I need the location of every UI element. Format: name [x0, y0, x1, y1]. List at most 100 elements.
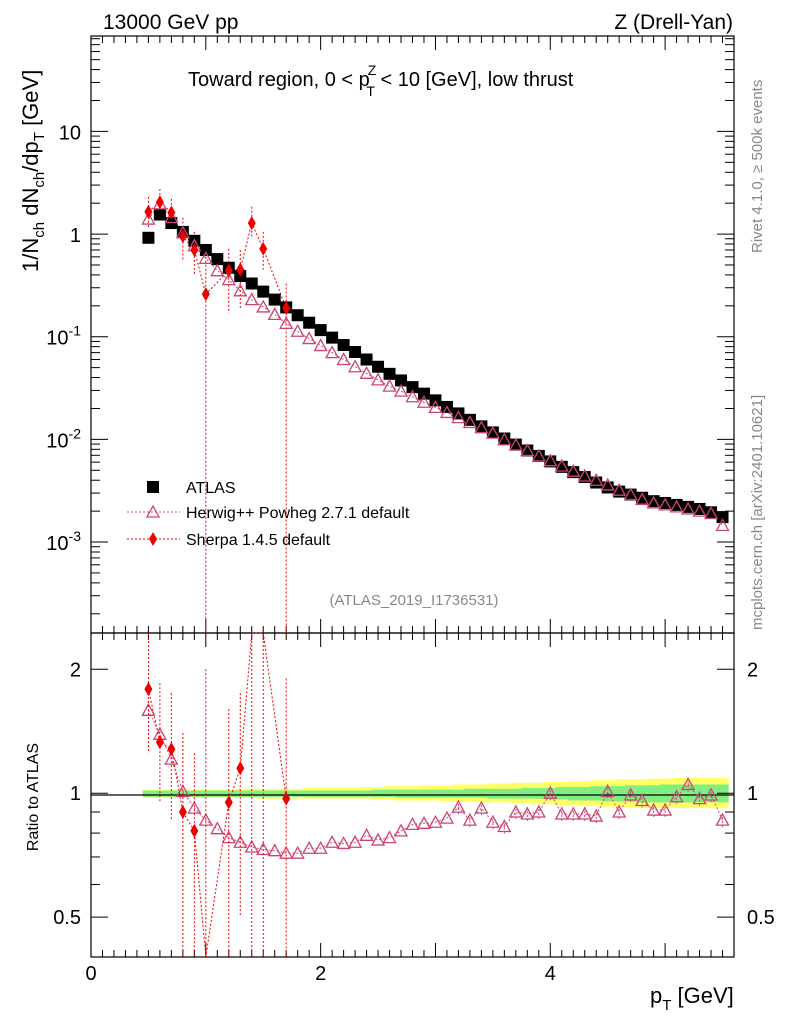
herwig-point — [233, 283, 248, 297]
ratio-herwig-point — [405, 817, 420, 831]
legend: ATLAS Herwig++ Powheg 2.7.1 default Sher… — [127, 480, 410, 549]
y-label-d: [GeV] — [18, 70, 43, 132]
herwig-point — [221, 272, 236, 286]
atlas-point — [153, 208, 166, 221]
ratio-tick-label-right: 2 — [747, 659, 758, 681]
atlas-point — [532, 449, 545, 462]
herwig-point — [313, 338, 328, 352]
atlas-point — [498, 432, 511, 445]
atlas-point — [349, 345, 362, 358]
atlas-point — [624, 488, 637, 501]
ratio-tick-label-right: 0.5 — [747, 907, 775, 929]
ratio-herwig-point — [474, 800, 489, 814]
y-tick-label: 1 — [70, 225, 81, 247]
atlas-point — [659, 497, 672, 510]
atlas-point — [417, 387, 430, 400]
herwig-point — [405, 389, 420, 403]
herwig-point — [462, 415, 478, 429]
plot-title-prefix: Toward region, 0 < p — [188, 69, 370, 91]
herwig-point — [612, 482, 627, 496]
herwig-point — [325, 345, 340, 359]
header-right: Z (Drell-Yan) — [614, 11, 733, 34]
ratio-herwig-point — [428, 814, 443, 828]
atlas-point — [326, 331, 339, 344]
herwig-point — [198, 250, 213, 265]
herwig-point — [347, 359, 363, 373]
sherpa-point — [224, 263, 233, 278]
sherpa-point — [247, 216, 256, 231]
atlas-point — [383, 367, 396, 380]
herwig-point — [497, 432, 512, 446]
ratio-herwig-point — [623, 787, 638, 801]
main-plot-data — [141, 188, 730, 633]
analysis-watermark: (ATLAS_2019_I1736531) — [329, 592, 498, 609]
ratio-sherpa-point — [224, 795, 233, 810]
band-inner-segment — [154, 790, 167, 797]
band-inner-segment — [291, 790, 304, 797]
atlas-point — [268, 293, 281, 306]
atlas-point — [544, 455, 557, 468]
herwig-point — [485, 425, 500, 439]
atlas-point — [521, 444, 534, 457]
atlas-point — [578, 471, 591, 484]
ratio-herwig-point — [279, 845, 294, 859]
ratio-herwig-point — [325, 834, 340, 848]
herwig-point — [692, 503, 707, 517]
band-inner-segment — [441, 789, 454, 798]
herwig-point — [577, 468, 592, 482]
ratio-herwig-point — [370, 832, 386, 846]
herwig-point — [359, 365, 374, 379]
herwig-point — [141, 211, 156, 225]
ratio-herwig-point — [680, 777, 696, 791]
ratio-herwig-point — [233, 834, 248, 848]
herwig-point — [646, 495, 661, 509]
band-inner-segment — [142, 790, 155, 797]
herwig-point — [531, 448, 546, 462]
herwig-point — [508, 437, 523, 451]
sherpa-point — [155, 195, 164, 210]
band-inner-segment — [578, 787, 591, 801]
atlas-point — [337, 339, 350, 352]
atlas-point — [452, 407, 465, 420]
band-inner-segment — [556, 787, 568, 800]
herwig-point — [336, 352, 351, 366]
sherpa-point — [259, 241, 268, 256]
ratio-herwig-point — [566, 806, 581, 820]
y-label-b-sub: ch — [31, 172, 48, 188]
herwig-point — [416, 394, 432, 408]
atlas-point — [360, 353, 373, 366]
herwig-point — [554, 458, 569, 472]
herwig-point — [428, 400, 443, 414]
ratio-herwig-point — [198, 812, 213, 826]
legend-marker-sherpa — [149, 532, 157, 546]
herwig-point — [600, 477, 615, 491]
y-label-c: /dp — [18, 141, 43, 172]
ratio-herwig-point — [531, 804, 546, 818]
ratio-herwig-point — [669, 789, 684, 803]
atlas-point — [211, 253, 224, 266]
herwig-point — [279, 315, 294, 329]
ratio-herwig-point — [382, 830, 397, 844]
atlas-point — [199, 243, 212, 256]
ratio-herwig-point — [600, 784, 615, 798]
ratio-herwig-point — [302, 840, 317, 854]
y-label-b: dN — [18, 188, 43, 222]
herwig-point — [393, 383, 409, 397]
atlas-point — [705, 506, 718, 519]
ratio-herwig-point — [347, 834, 363, 848]
x-label-sub: T — [662, 997, 671, 1014]
y-label-a: 1/N — [18, 238, 43, 272]
atlas-point — [670, 498, 683, 511]
ratio-herwig-point — [703, 787, 719, 801]
band-inner-segment — [406, 789, 419, 798]
ratio-herwig-point — [497, 819, 512, 833]
ratio-herwig-point — [508, 804, 523, 818]
atlas-point — [395, 374, 408, 387]
mcplots-label: mcplots.cern.ch [arXiv:2401.10621] — [749, 395, 766, 630]
herwig-point — [302, 331, 317, 345]
band-inner-segment — [429, 789, 442, 798]
band-inner-segment — [533, 787, 545, 799]
y-label-c-sub: T — [31, 132, 48, 141]
plot-title-sub: T — [366, 83, 375, 99]
band-inner-segment — [383, 789, 396, 797]
